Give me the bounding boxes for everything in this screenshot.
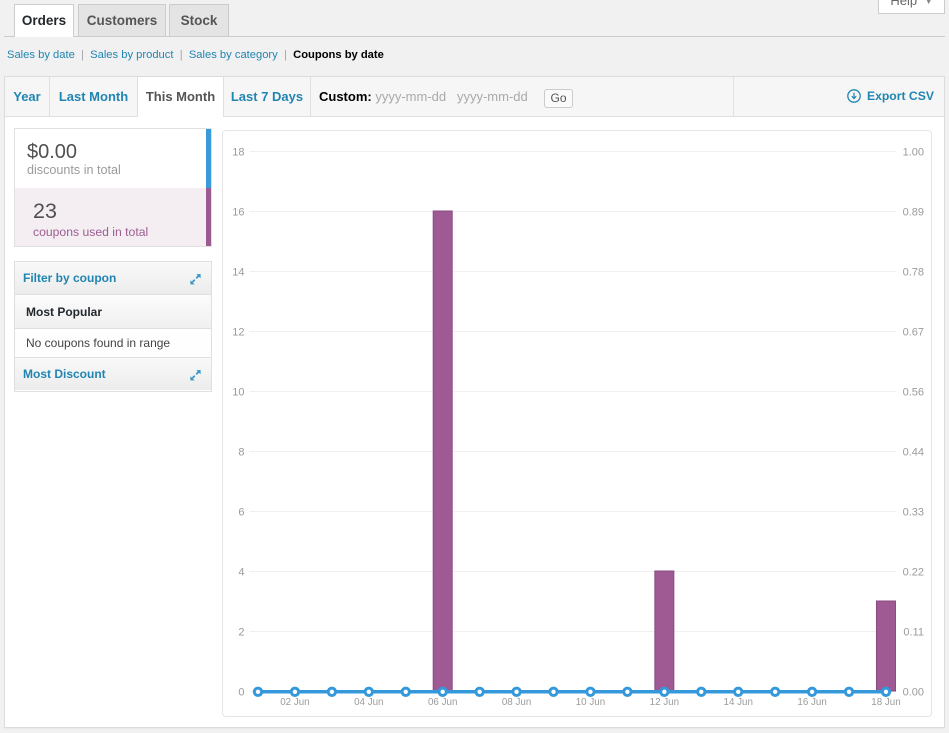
svg-text:10 Jun: 10 Jun: [576, 697, 605, 708]
svg-text:18 Jun: 18 Jun: [871, 697, 900, 708]
svg-text:0: 0: [238, 687, 244, 699]
svg-text:4: 4: [238, 567, 244, 579]
svg-text:2: 2: [238, 627, 244, 639]
svg-text:04 Jun: 04 Jun: [354, 697, 383, 708]
svg-text:1.00: 1.00: [903, 147, 924, 159]
svg-text:14: 14: [232, 267, 244, 279]
svg-text:0.78: 0.78: [903, 267, 924, 279]
svg-text:0.44: 0.44: [903, 447, 924, 459]
svg-text:16 Jun: 16 Jun: [797, 697, 826, 708]
svg-text:0.11: 0.11: [903, 627, 924, 639]
svg-text:02 Jun: 02 Jun: [280, 697, 309, 708]
svg-text:0.67: 0.67: [903, 327, 924, 339]
svg-text:12: 12: [232, 327, 244, 339]
svg-text:0.89: 0.89: [903, 207, 924, 219]
svg-text:16: 16: [232, 207, 244, 219]
svg-text:6: 6: [238, 507, 244, 519]
svg-text:0.56: 0.56: [903, 387, 924, 399]
svg-text:06 Jun: 06 Jun: [428, 697, 457, 708]
svg-text:10: 10: [232, 387, 244, 399]
svg-text:18: 18: [232, 147, 244, 159]
svg-text:0.00: 0.00: [903, 687, 924, 699]
svg-text:08 Jun: 08 Jun: [502, 697, 531, 708]
svg-text:12 Jun: 12 Jun: [650, 697, 679, 708]
svg-text:8: 8: [238, 447, 244, 459]
svg-text:0.22: 0.22: [903, 567, 924, 579]
svg-text:14 Jun: 14 Jun: [724, 697, 753, 708]
svg-text:0.33: 0.33: [903, 507, 924, 519]
